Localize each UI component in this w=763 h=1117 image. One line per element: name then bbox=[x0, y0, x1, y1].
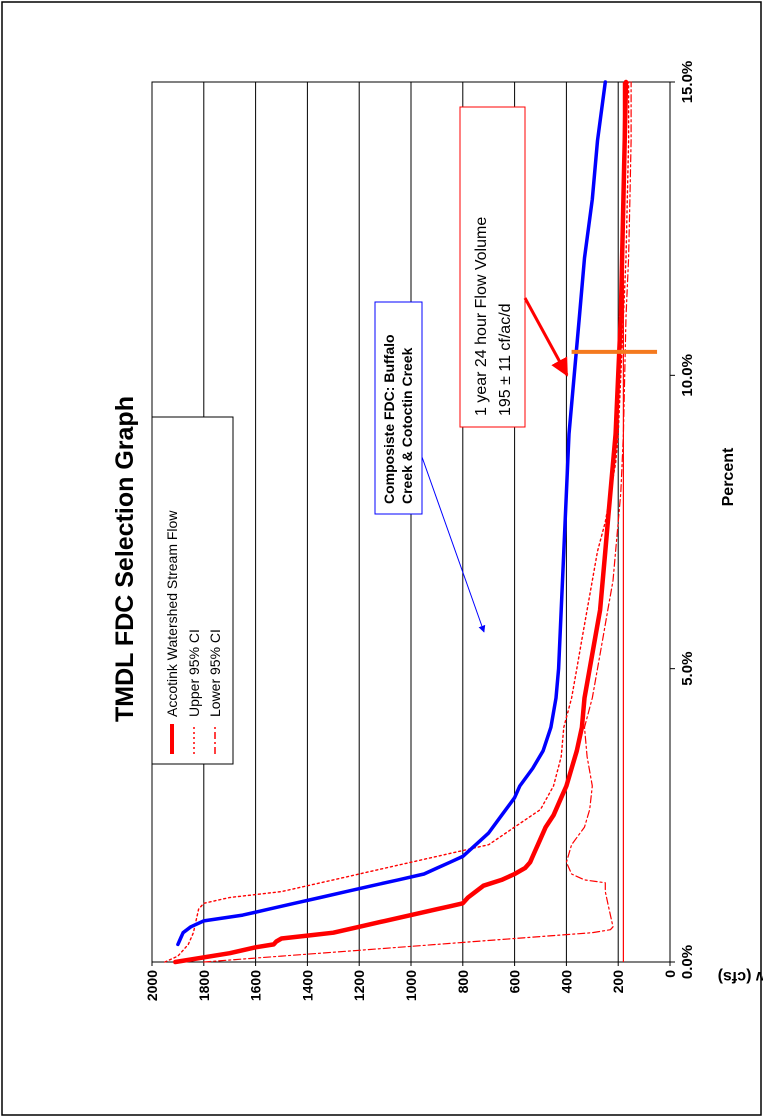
percent-tick-0: 0.0% bbox=[679, 945, 696, 979]
legend: Accotink Watershed Stream Flow Upper 95%… bbox=[151, 416, 234, 765]
composite-label-line-1: Composiste FDC: Buffalo bbox=[381, 334, 397, 504]
percent-tick-2: 10.0% bbox=[679, 354, 696, 397]
volume-label-box bbox=[459, 106, 526, 428]
y-axis-label: Flow (cfs) bbox=[718, 968, 763, 985]
percent-tick-1: 5.0% bbox=[679, 652, 696, 686]
legend-box bbox=[151, 416, 234, 765]
chart-title: TMDL FDC Selection Graph bbox=[111, 396, 139, 722]
series-line-0 bbox=[173, 79, 629, 965]
reference-lines bbox=[571, 82, 658, 962]
flow-tick-800: 800 bbox=[455, 970, 471, 994]
volume-pointer-arrow bbox=[523, 297, 569, 377]
composite-pointer-arrow bbox=[421, 456, 486, 633]
flow-tick-2000: 2000 bbox=[144, 970, 160, 1001]
flow-tick-600: 600 bbox=[507, 970, 523, 994]
x-axis-label: Percent bbox=[720, 447, 737, 506]
series-line-3 bbox=[176, 80, 608, 947]
composite-label-line-2: Creek & Cotoctin Creek bbox=[399, 347, 415, 504]
flow-tick-labels: 0 200 400 600 800 1000 1200 1400 1600 1800 2000 bbox=[144, 962, 678, 1001]
volume-annotation: 1 year 24 hour Flow Volume 195 ± 11 cf/a… bbox=[459, 106, 569, 428]
flow-tick-1800: 1800 bbox=[196, 970, 212, 1001]
flow-tick-1400: 1400 bbox=[299, 970, 315, 1001]
legend-label-accotink: Accotink Watershed Stream Flow bbox=[164, 510, 180, 717]
flow-tick-1000: 1000 bbox=[403, 970, 419, 1001]
legend-label-upper-ci: Upper 95% CI bbox=[186, 629, 202, 717]
flow-tick-0: 0 bbox=[662, 970, 678, 978]
flow-tick-1200: 1200 bbox=[351, 970, 367, 1001]
volume-label-line-2: 195 ± 11 cf/ac/d bbox=[497, 303, 514, 416]
percent-tick-3: 15.0% bbox=[679, 61, 696, 104]
flow-tick-1600: 1600 bbox=[248, 970, 264, 1001]
rotated-chart: TMDL FDC Selection Graph 0 200 400 600 800 10… bbox=[111, 61, 763, 1001]
flow-tick-400: 400 bbox=[558, 970, 574, 994]
flow-tick-200: 200 bbox=[610, 970, 626, 994]
volume-label-line-1: 1 year 24 hour Flow Volume bbox=[473, 217, 490, 416]
percent-tick-labels: 0.0% 5.0% 10.0% 15.0% bbox=[670, 61, 696, 979]
legend-label-lower-ci: Lower 95% CI bbox=[207, 629, 223, 717]
series-line-1 bbox=[164, 81, 630, 963]
composite-annotation: Composiste FDC: Buffalo Creek & Cotoctin… bbox=[374, 301, 486, 633]
composite-label-box bbox=[374, 301, 423, 515]
